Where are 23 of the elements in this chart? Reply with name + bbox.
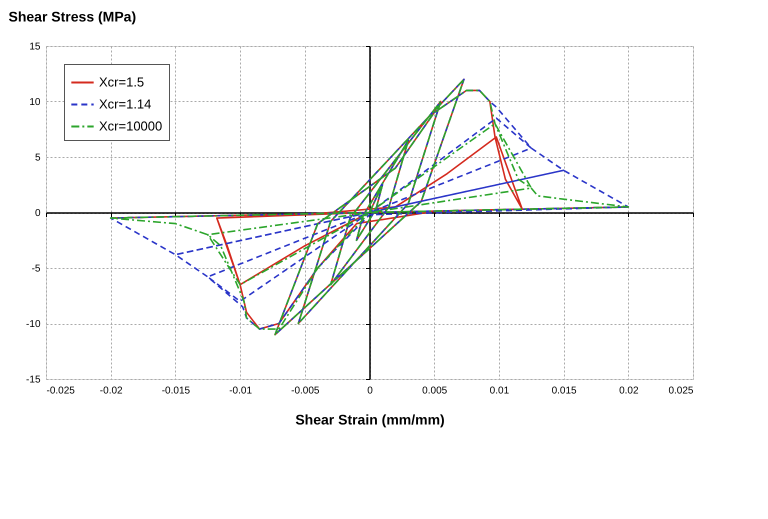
x-tick-label: 0.005 bbox=[422, 386, 448, 396]
x-tick-label: 0.015 bbox=[552, 386, 578, 396]
y-tick-label: 5 bbox=[34, 152, 41, 164]
y-tick-label: -10 bbox=[26, 319, 41, 330]
legend-label: Xcr=1.5 bbox=[99, 74, 144, 90]
x-tick-label: -0.02 bbox=[100, 386, 124, 396]
x-tick-label: 0.025 bbox=[668, 386, 694, 396]
y-tick-label: 0 bbox=[34, 208, 41, 219]
y-axis-title: Shear Stress (MPa) bbox=[8, 8, 136, 24]
legend-label: Xcr=10000 bbox=[99, 118, 162, 134]
x-tick-label: 0.02 bbox=[619, 386, 639, 396]
y-tick-label: -5 bbox=[32, 264, 41, 274]
y-tick-label: 15 bbox=[29, 42, 41, 52]
y-tick-label: -15 bbox=[26, 374, 41, 386]
x-tick-label: -0.01 bbox=[229, 386, 252, 396]
x-tick-label: -0.015 bbox=[162, 386, 191, 396]
x-tick-label: 0.01 bbox=[490, 386, 510, 396]
x-axis-title: Shear Strain (mm/mm) bbox=[295, 412, 445, 428]
x-tick-label: -0.005 bbox=[291, 386, 320, 396]
x-tick-label: -0.025 bbox=[46, 386, 76, 396]
y-tick-label: 10 bbox=[29, 97, 41, 108]
x-tick-label: 0 bbox=[367, 386, 374, 396]
legend-label: Xcr=1.14 bbox=[99, 96, 152, 112]
